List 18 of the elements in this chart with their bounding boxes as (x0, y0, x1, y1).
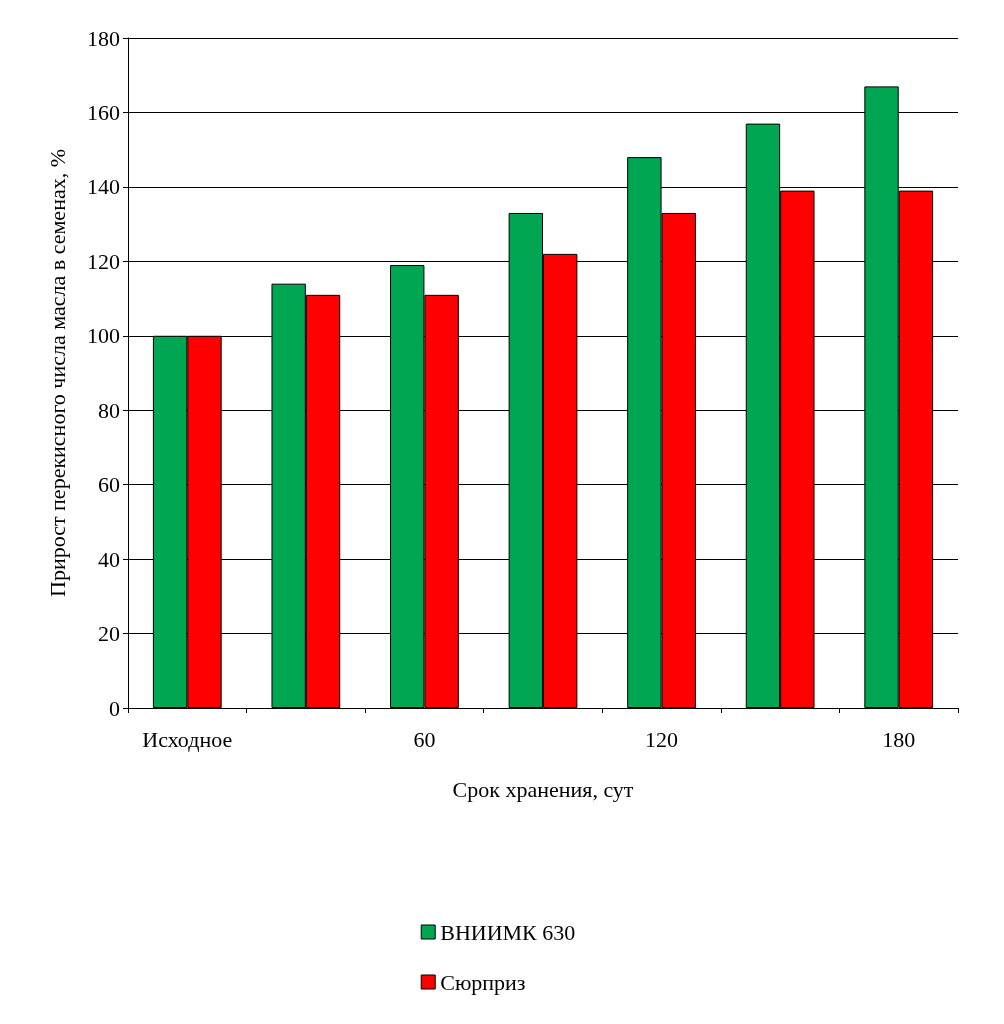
y-tick-label: 80 (98, 397, 120, 423)
y-tick-label: 40 (98, 546, 120, 572)
y-tick-label: 140 (87, 174, 120, 200)
y-tick-label: 180 (87, 25, 120, 51)
legend-label: Сюрприз (440, 969, 526, 995)
y-tick-label: 120 (87, 248, 120, 274)
y-axis-title: Прирост перекисного числа масла в семенах, % (44, 149, 70, 597)
x-axis-title: Срок хранения, сут (452, 776, 634, 802)
legend-label: ВНИИМК 630 (440, 919, 576, 945)
x-tick-label: Исходное (142, 726, 233, 752)
y-tick-label: 20 (98, 621, 120, 647)
y-tick-label: 0 (109, 695, 120, 721)
y-tick-label: 60 (98, 472, 120, 498)
x-tick-label: 180 (882, 726, 916, 752)
x-tick-label: 120 (645, 726, 679, 752)
x-tick-label: 60 (413, 726, 436, 752)
y-tick-label: 100 (87, 323, 120, 349)
y-tick-label: 160 (87, 99, 120, 125)
